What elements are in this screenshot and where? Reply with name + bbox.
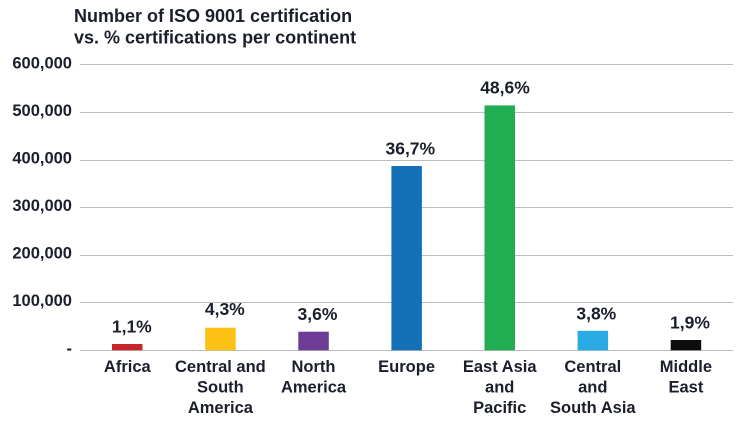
svg-text:1,9%: 1,9% [670, 312, 710, 332]
svg-text:3,8%: 3,8% [576, 304, 616, 324]
svg-text:America: America [281, 379, 347, 397]
svg-text:and: and [485, 379, 514, 397]
svg-text:Europe: Europe [378, 358, 435, 376]
svg-text:500,000: 500,000 [12, 102, 72, 120]
svg-text:Africa: Africa [104, 358, 152, 376]
svg-text:Number of ISO 9001 certificati: Number of ISO 9001 certification [74, 6, 352, 26]
svg-text:48,6%: 48,6% [480, 78, 530, 98]
svg-text:100,000: 100,000 [12, 292, 72, 310]
svg-text:200,000: 200,000 [12, 245, 72, 263]
svg-text:600,000: 600,000 [12, 54, 72, 72]
svg-text:1,1%: 1,1% [112, 316, 152, 336]
svg-text:America: America [188, 399, 254, 417]
svg-text:36,7%: 36,7% [385, 139, 435, 159]
svg-text:-: - [67, 340, 73, 358]
svg-text:Central: Central [564, 358, 621, 376]
svg-text:400,000: 400,000 [12, 150, 72, 168]
svg-text:3,6%: 3,6% [298, 304, 338, 324]
svg-text:vs. % certifications per conti: vs. % certifications per continent [74, 27, 356, 47]
svg-text:Middle: Middle [660, 358, 712, 376]
svg-text:4,3%: 4,3% [205, 299, 245, 319]
svg-text:South Asia: South Asia [550, 399, 636, 417]
svg-text:East: East [668, 379, 703, 397]
svg-text:Pacific: Pacific [473, 399, 526, 417]
svg-text:North: North [292, 358, 336, 376]
svg-text:and: and [578, 379, 607, 397]
svg-text:300,000: 300,000 [12, 197, 72, 215]
svg-text:Central and: Central and [175, 358, 266, 376]
svg-text:East Asia: East Asia [463, 358, 538, 376]
svg-text:South: South [197, 379, 244, 397]
